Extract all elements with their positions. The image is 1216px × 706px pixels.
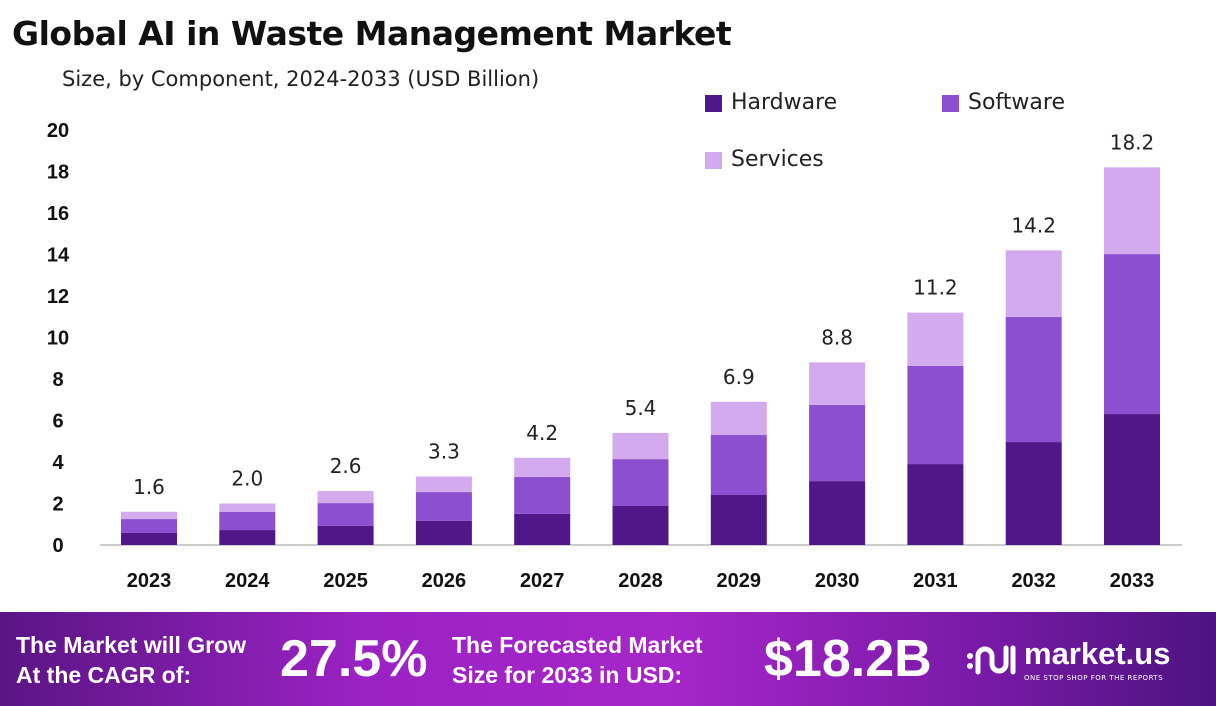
legend-swatch-hardware	[705, 94, 722, 112]
forecast-label-line2: Size for 2033 in USD:	[452, 662, 683, 688]
bar-software-2025	[317, 503, 374, 526]
total-label: 6.9	[723, 365, 755, 389]
cagr-label-line1: The Market will Grow	[16, 632, 247, 658]
bar-software-2031	[907, 365, 964, 465]
bar-services-2027	[514, 457, 571, 477]
legend-label: Hardware	[731, 90, 838, 115]
legend-services: Services	[705, 147, 824, 173]
x-tick-label: 2026	[422, 570, 467, 592]
bar-hardware-2031	[907, 464, 964, 545]
y-tick-label: 10	[47, 328, 69, 350]
x-tick-label: 2025	[323, 570, 368, 592]
total-label: 14.2	[1011, 213, 1056, 237]
y-tick-label: 14	[47, 245, 70, 267]
legend-software: Software	[942, 90, 1065, 116]
x-tick-label: 2031	[913, 570, 958, 592]
forecast-label-line1: The Forecasted Market	[452, 632, 703, 658]
bar-hardware-2032	[1005, 442, 1062, 545]
legend-swatch-software	[942, 94, 959, 112]
bar-chart: 0 2 4 6 8 10 12 14 16 18 20 1.6 2023 2.0 2024 2.6 2025 3.…	[47, 120, 1182, 592]
total-label: 11.2	[913, 276, 958, 300]
y-tick-label: 2	[52, 494, 63, 516]
bar-services-2032	[1005, 250, 1062, 317]
logo-text: market.us	[1024, 636, 1171, 671]
bar-services-2026	[415, 476, 472, 493]
x-tick-label: 2032	[1011, 570, 1056, 592]
bar-services-2024	[219, 503, 276, 513]
x-tick-label: 2033	[1110, 570, 1155, 592]
x-tick-label: 2028	[618, 570, 663, 592]
logo-tagline: ONE STOP SHOP FOR THE REPORTS	[1024, 674, 1164, 682]
bar-software-2030	[809, 404, 866, 482]
chart-title: Global AI in Waste Management Market	[12, 14, 732, 53]
bar-software-2029	[710, 435, 767, 495]
legend-label: Services	[731, 147, 824, 172]
bar-services-2029	[710, 401, 767, 436]
bar-software-2033	[1104, 254, 1160, 415]
legend-hardware: Hardware	[705, 90, 837, 116]
total-label: 8.8	[821, 325, 853, 349]
total-label: 5.4	[625, 396, 657, 420]
bar-hardware-2025	[317, 525, 374, 545]
y-tick-label: 16	[47, 203, 69, 225]
bar-software-2023	[121, 519, 177, 533]
y-tick-label: 8	[52, 369, 63, 391]
y-tick-label: 12	[47, 286, 69, 308]
bar-hardware-2026	[415, 520, 472, 545]
y-tick-label: 4	[52, 452, 64, 474]
bar-services-2028	[612, 432, 669, 460]
bar-software-2024	[219, 512, 276, 531]
legend-label: Software	[968, 90, 1065, 115]
x-tick-label: 2029	[717, 570, 762, 592]
y-tick-label: 6	[52, 411, 63, 433]
total-label: 2.0	[231, 467, 263, 491]
x-tick-label: 2027	[520, 570, 565, 592]
total-label: 1.6	[133, 475, 165, 499]
market-us-logo: market.us ONE STOP SHOP FOR THE REPORTS	[966, 636, 1170, 683]
total-label: 3.3	[428, 440, 460, 464]
bar-hardware-2027	[514, 513, 571, 545]
bar-hardware-2030	[809, 481, 866, 545]
forecast-value: $18.2B	[764, 630, 932, 688]
bar-software-2032	[1005, 316, 1062, 443]
bar-hardware-2024	[219, 530, 276, 545]
bar-hardware-2028	[612, 505, 669, 545]
bar-services-2033	[1104, 167, 1160, 255]
x-tick-label: 2030	[815, 570, 860, 592]
x-tick-label: 2024	[225, 570, 270, 592]
bar-software-2026	[415, 492, 472, 521]
bar-services-2031	[907, 312, 964, 366]
y-tick-label: 0	[52, 535, 63, 557]
bar-hardware-2023	[121, 532, 177, 545]
y-tick-label: 18	[47, 162, 69, 184]
cagr-value: 27.5%	[280, 630, 428, 688]
bar-software-2027	[514, 476, 571, 514]
chart-subtitle: Size, by Component, 2024-2033 (USD Billi…	[62, 67, 540, 91]
x-tick-label: 2023	[127, 570, 172, 592]
logo-icon	[967, 645, 1016, 674]
bar-software-2028	[612, 459, 669, 506]
y-tick-label: 20	[47, 120, 69, 142]
bar-hardware-2029	[710, 494, 767, 545]
total-label: 4.2	[526, 421, 558, 445]
total-label: 2.6	[330, 454, 362, 478]
legend-swatch-services	[705, 151, 722, 169]
bar-hardware-2033	[1104, 414, 1160, 545]
bar-services-2025	[317, 491, 374, 504]
total-label: 18.2	[1110, 130, 1155, 154]
bar-services-2030	[809, 362, 866, 405]
summary-banner: The Market will Grow At the CAGR of: 27.…	[0, 612, 1216, 706]
cagr-label-line2: At the CAGR of:	[16, 662, 192, 688]
bar-services-2023	[121, 511, 177, 520]
